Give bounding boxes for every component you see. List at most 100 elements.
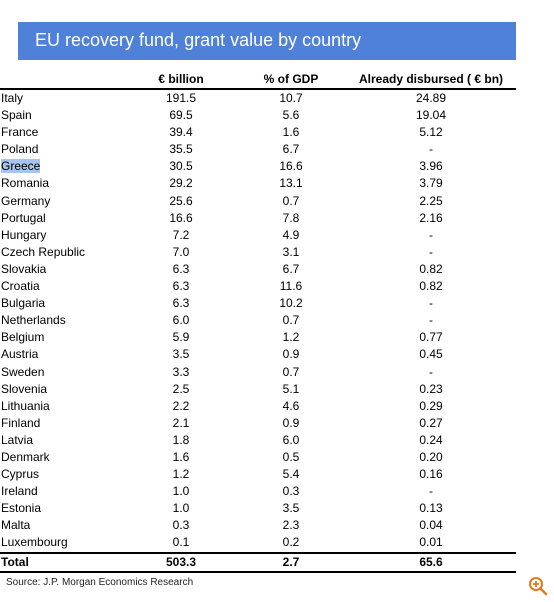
country-cell: Lithuania xyxy=(1,398,50,413)
table-row: Belgium 5.9 1.2 0.77 xyxy=(0,329,516,346)
eur-billion-cell: 6.3 xyxy=(172,279,190,294)
country-cell: Italy xyxy=(1,91,24,105)
country-cell: Hungary xyxy=(1,227,47,242)
country-cell: Cyprus xyxy=(1,467,40,482)
table-row: Portugal 16.6 7.8 2.16 xyxy=(0,210,516,227)
total-disbursed: 65.6 xyxy=(419,554,443,569)
disbursed-cell: 2.25 xyxy=(419,193,443,208)
country-cell: Germany xyxy=(1,193,51,208)
eur-billion-cell: 39.4 xyxy=(169,125,193,140)
pct-gdp-cell: 0.2 xyxy=(282,535,300,550)
eur-billion-cell: 29.2 xyxy=(169,176,193,191)
eur-billion-cell: 1.2 xyxy=(172,467,190,482)
eur-billion-cell: 1.0 xyxy=(172,484,190,499)
pct-gdp-cell: 4.9 xyxy=(282,227,300,242)
eur-billion-cell: 6.3 xyxy=(172,296,190,311)
pct-gdp-cell: 13.1 xyxy=(279,176,303,191)
disbursed-cell: 5.12 xyxy=(419,125,443,140)
country-cell: Sweden xyxy=(1,364,45,379)
country-cell: Denmark xyxy=(1,449,50,464)
table-row: Sweden 3.3 0.7 - xyxy=(0,364,516,381)
eur-billion-cell: 3.5 xyxy=(172,347,190,362)
disbursed-cell: 2.16 xyxy=(419,210,443,225)
pct-gdp-cell: 6.7 xyxy=(282,261,300,276)
disbursed-cell: 0.82 xyxy=(419,261,443,276)
disbursed-cell: - xyxy=(429,142,433,157)
disbursed-cell: 3.96 xyxy=(419,159,443,174)
eur-billion-cell: 2.1 xyxy=(172,415,190,430)
table-row: Spain 69.5 5.6 19.04 xyxy=(0,107,516,124)
country-cell: Latvia xyxy=(1,432,34,447)
eur-billion-cell: 3.3 xyxy=(172,364,190,379)
pct-gdp-cell: 5.6 xyxy=(282,108,300,123)
country-cell: France xyxy=(1,125,39,140)
table-row: Denmark 1.6 0.5 0.20 xyxy=(0,449,516,466)
eur-billion-cell: 69.5 xyxy=(169,108,193,123)
country-cell: Czech Republic xyxy=(1,244,86,259)
pct-gdp-cell: 3.1 xyxy=(282,244,300,259)
disbursed-cell: 24.89 xyxy=(415,91,447,105)
disbursed-cell: 0.82 xyxy=(419,279,443,294)
disbursed-cell: 0.77 xyxy=(419,330,443,345)
eur-billion-cell: 1.6 xyxy=(172,449,190,464)
pct-gdp-cell: 1.6 xyxy=(282,125,300,140)
table-row: Croatia 6.3 11.6 0.82 xyxy=(0,278,516,295)
total-row: Total 503.3 2.7 65.6 xyxy=(0,551,516,573)
country-cell: Poland xyxy=(1,142,39,157)
eur-billion-cell: 25.6 xyxy=(169,193,193,208)
pct-gdp-cell: 5.1 xyxy=(282,381,300,396)
total-label: Total xyxy=(1,554,29,569)
eur-billion-cell: 30.5 xyxy=(169,159,193,174)
disbursed-cell: 0.24 xyxy=(419,432,443,447)
disbursed-cell: 19.04 xyxy=(415,108,447,123)
table-row: Germany 25.6 0.7 2.25 xyxy=(0,193,516,210)
table-row: Malta 0.3 2.3 0.04 xyxy=(0,517,516,534)
table-row: Finland 2.1 0.9 0.27 xyxy=(0,415,516,432)
eur-billion-cell: 16.6 xyxy=(169,210,193,225)
disbursed-cell: 0.04 xyxy=(419,518,443,533)
pct-gdp-cell: 16.6 xyxy=(279,159,303,174)
country-cell: Romania xyxy=(1,176,50,191)
table-row: Bulgaria 6.3 10.2 - xyxy=(0,295,516,312)
country-cell: Ireland xyxy=(1,484,38,499)
eur-billion-cell: 7.2 xyxy=(172,227,190,242)
eur-billion-cell: 1.0 xyxy=(172,501,190,516)
pct-gdp-cell: 0.7 xyxy=(282,193,300,208)
pct-gdp-cell: 5.4 xyxy=(282,467,300,482)
table-row: France 39.4 1.6 5.12 xyxy=(0,124,516,141)
pct-gdp-cell: 6.0 xyxy=(282,432,300,447)
table-row: Czech Republic 7.0 3.1 - xyxy=(0,244,516,261)
pct-gdp-cell: 0.5 xyxy=(282,449,300,464)
disbursed-cell: 0.01 xyxy=(419,535,443,550)
pct-gdp-cell: 1.2 xyxy=(282,330,300,345)
total-gdp: 2.7 xyxy=(282,554,300,569)
table-row: Poland 35.5 6.7 - xyxy=(0,141,516,158)
pct-gdp-cell: 0.9 xyxy=(282,347,300,362)
table-row: Estonia 1.0 3.5 0.13 xyxy=(0,500,516,517)
table-row: Romania 29.2 13.1 3.79 xyxy=(0,175,516,192)
table-row: Slovenia 2.5 5.1 0.23 xyxy=(0,381,516,398)
pct-gdp-cell: 7.8 xyxy=(282,210,300,225)
table-row: Slovakia 6.3 6.7 0.82 xyxy=(0,261,516,278)
disbursed-cell: 3.79 xyxy=(419,176,443,191)
table-row: Ireland 1.0 0.3 - xyxy=(0,483,516,500)
table-row: Austria 3.5 0.9 0.45 xyxy=(0,346,516,363)
country-cell: Estonia xyxy=(1,501,42,516)
country-cell: Portugal xyxy=(1,210,46,225)
table-row: Luxembourg 0.1 0.2 0.01 xyxy=(0,534,516,551)
disbursed-cell: - xyxy=(429,313,433,328)
disbursed-cell: - xyxy=(429,296,433,311)
table-row: Latvia 1.8 6.0 0.24 xyxy=(0,432,516,449)
table-header: € billion % of GDP Already disbursed ( €… xyxy=(0,70,516,90)
table-row: Italy 191.5 10.7 24.89 xyxy=(0,90,516,107)
table-row: Greece 30.5 16.6 3.96 xyxy=(0,158,516,175)
disbursed-cell: 0.20 xyxy=(419,449,443,464)
table-body: Italy 191.5 10.7 24.89 Spain 69.5 5.6 19.04 Fran… xyxy=(0,90,516,552)
country-cell: Greece xyxy=(1,159,41,174)
zoom-in-icon[interactable] xyxy=(528,576,548,596)
header-eur-billion: € billion xyxy=(158,72,204,86)
pct-gdp-cell: 0.3 xyxy=(282,484,300,499)
header-pct-gdp: % of GDP xyxy=(263,72,319,86)
pct-gdp-cell: 0.7 xyxy=(282,313,300,328)
grant-table: € billion % of GDP Already disbursed ( €… xyxy=(0,70,516,573)
